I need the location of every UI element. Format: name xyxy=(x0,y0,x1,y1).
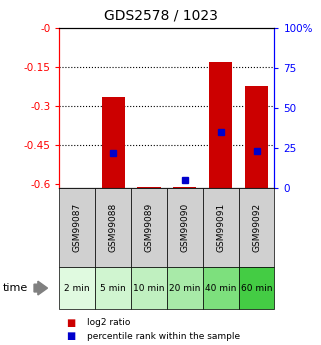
Text: 5 min: 5 min xyxy=(100,284,126,293)
Text: GSM99089: GSM99089 xyxy=(144,203,153,252)
Text: ■: ■ xyxy=(66,318,75,327)
Text: time: time xyxy=(3,283,29,293)
Text: GSM99088: GSM99088 xyxy=(108,203,118,252)
Text: 20 min: 20 min xyxy=(169,284,201,293)
Text: 10 min: 10 min xyxy=(133,284,165,293)
Text: GSM99092: GSM99092 xyxy=(252,203,261,252)
Bar xyxy=(209,61,232,188)
Text: ■: ■ xyxy=(66,332,75,341)
Text: GDS2578 / 1023: GDS2578 / 1023 xyxy=(104,9,217,23)
Bar xyxy=(101,97,125,188)
Text: log2 ratio: log2 ratio xyxy=(87,318,130,327)
Text: GSM99090: GSM99090 xyxy=(180,203,189,252)
Text: 2 min: 2 min xyxy=(65,284,90,293)
Text: GSM99091: GSM99091 xyxy=(216,203,225,252)
Text: 60 min: 60 min xyxy=(241,284,272,293)
Text: 40 min: 40 min xyxy=(205,284,236,293)
FancyArrow shape xyxy=(34,281,48,295)
Text: GSM99087: GSM99087 xyxy=(73,203,82,252)
Text: percentile rank within the sample: percentile rank within the sample xyxy=(87,332,240,341)
Bar xyxy=(137,187,160,188)
Bar xyxy=(245,86,268,188)
Bar xyxy=(173,187,196,188)
